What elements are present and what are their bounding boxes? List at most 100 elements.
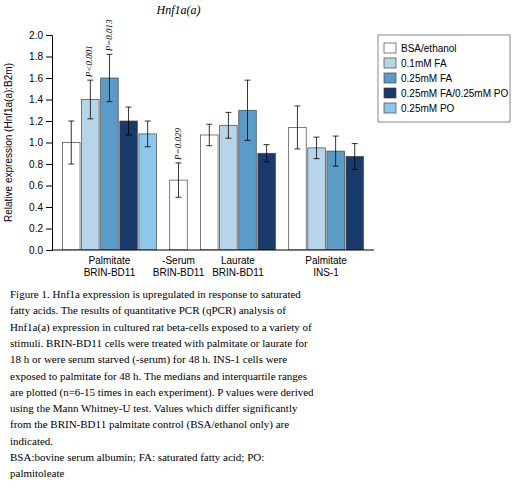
- caption-line: stimuli. BRIN-BD11 cells were treated wi…: [10, 337, 308, 349]
- error-bar: [225, 112, 231, 138]
- bar: [346, 156, 364, 250]
- error-bar-cap: [68, 164, 74, 165]
- error-bar-line: [178, 163, 179, 197]
- y-tick-label: 0.6: [29, 180, 43, 191]
- error-bar-cap: [352, 143, 358, 144]
- error-bar-cap: [175, 162, 181, 163]
- caption-line: indicated.: [10, 435, 53, 447]
- legend-label: 0.1mM FA: [401, 58, 447, 69]
- error-bar-cap: [264, 144, 270, 145]
- error-bar-line: [209, 124, 210, 146]
- error-bar: [206, 124, 212, 146]
- caption-line: palmitoleate: [10, 467, 64, 479]
- y-tick-label: 0.2: [29, 223, 43, 234]
- error-bar-cap: [314, 137, 320, 138]
- y-tick: 1.2: [29, 116, 52, 127]
- error-bar: [314, 137, 320, 159]
- legend-swatch: [384, 103, 396, 113]
- error-bar: [264, 145, 270, 162]
- error-bar-cap: [352, 169, 358, 170]
- error-bar-cap: [145, 146, 151, 147]
- caption-line: using the Mann Whitney-U test. Values wh…: [10, 402, 298, 414]
- y-tick: 1.8: [29, 51, 52, 62]
- y-tick-mark: [46, 143, 52, 144]
- y-tick: 1.4: [29, 94, 52, 105]
- bar: [101, 78, 119, 250]
- y-tick: 0.0: [29, 245, 52, 256]
- y-tick-label: 0.8: [29, 159, 43, 170]
- legend-frame: [378, 35, 510, 122]
- error-bar-line: [354, 144, 355, 170]
- error-bar: [245, 80, 251, 140]
- error-bar-cap: [87, 118, 93, 119]
- error-bar-cap: [333, 166, 339, 167]
- error-bar-line: [71, 121, 72, 164]
- bar: [327, 151, 345, 250]
- error-bar-cap: [294, 148, 300, 149]
- y-tick: 1.0: [29, 137, 52, 148]
- bars: [63, 54, 364, 250]
- chart: 0.0 0.2 0.4 0.6 0.8 1.0 1.2 1.4 1.6 1.8 2.0 Palmita…: [0, 0, 512, 498]
- error-bar-cap: [206, 145, 212, 146]
- error-bar-cap: [68, 121, 74, 122]
- legend-label: 0.25mM FA/0.25mM PO: [401, 88, 508, 99]
- legend-swatch: [384, 58, 396, 68]
- y-tick-mark: [46, 121, 52, 122]
- error-bar: [87, 80, 93, 119]
- caption-line: Figure 1. Hnf1a expression is upregulate…: [10, 288, 301, 300]
- error-bar-cap: [245, 80, 251, 81]
- category-label: PalmitateINS-1: [305, 255, 347, 278]
- category-label: LaurateBRIN-BD11: [212, 255, 264, 278]
- y-tick-label: 2.0: [29, 30, 43, 41]
- error-bar-cap: [106, 101, 112, 102]
- y-tick: 1.6: [29, 73, 52, 84]
- legend: BSA/ethanol0.1mM FA0.25mM FA0.25mM FA/0.…: [378, 35, 510, 122]
- y-tick-mark: [46, 35, 52, 36]
- error-bar-line: [90, 80, 91, 119]
- error-bar-line: [297, 106, 298, 149]
- error-bar: [175, 163, 181, 197]
- title: Hnf1a(a): [155, 3, 200, 17]
- error-bar-line: [128, 107, 129, 135]
- caption-line: 18 h or were serum starved (-serum) for …: [10, 353, 287, 366]
- y-tick-label: 1.6: [29, 73, 43, 84]
- y-tick-mark: [46, 100, 52, 101]
- error-bar-cap: [126, 134, 132, 135]
- error-bar-cap: [264, 161, 270, 162]
- y-tick: 0.8: [29, 159, 52, 170]
- y-tick: 0.4: [29, 202, 52, 213]
- category-label: -SerumBRIN-BD11: [153, 255, 205, 278]
- category-label: PalmitateBRIN-BD11: [84, 255, 136, 278]
- caption-line: BSA:bovine serum albumin; FA: saturated …: [10, 451, 264, 463]
- y-axis-line: [46, 36, 53, 251]
- error-bar-line: [316, 137, 317, 159]
- caption-line: Hnf1a(a) expression in cultured rat beta…: [10, 321, 312, 334]
- error-bar-line: [335, 136, 336, 166]
- y-tick: 0.2: [29, 223, 52, 234]
- legend-item: 0.25mM FA/0.25mM PO: [384, 88, 508, 99]
- legend-item: 0.1mM FA: [384, 58, 447, 69]
- y-tick-label: 0.4: [29, 202, 43, 213]
- error-bar: [294, 106, 300, 149]
- error-bar-line: [266, 145, 267, 162]
- legend-swatch: [384, 88, 396, 98]
- y-axis: 0.0 0.2 0.4 0.6 0.8 1.0 1.2 1.4 1.6 1.8 2.0: [29, 30, 52, 256]
- annotation: P=0.013: [104, 19, 114, 52]
- caption: Figure 1. Hnf1a expression is upregulate…: [10, 288, 314, 479]
- legend-swatch: [384, 43, 396, 53]
- caption-line: are plotted (n=6-15 times in each experi…: [10, 386, 314, 399]
- y-tick: 2.0: [29, 30, 52, 41]
- y-tick-mark: [46, 250, 52, 251]
- legend-label: 0.25mM PO: [401, 103, 455, 114]
- bar: [201, 135, 219, 250]
- y-tick-label: 1.8: [29, 51, 43, 62]
- error-bar-line: [109, 54, 110, 101]
- legend-item: 0.25mM FA: [384, 73, 452, 84]
- bar: [258, 153, 276, 250]
- error-bar: [145, 121, 151, 147]
- y-tick-label: 1.0: [29, 137, 43, 148]
- y-tick-label: 0.0: [29, 245, 43, 256]
- error-bar-cap: [206, 124, 212, 125]
- annotation: P=0.029: [173, 128, 183, 161]
- y-tick-mark: [46, 229, 52, 230]
